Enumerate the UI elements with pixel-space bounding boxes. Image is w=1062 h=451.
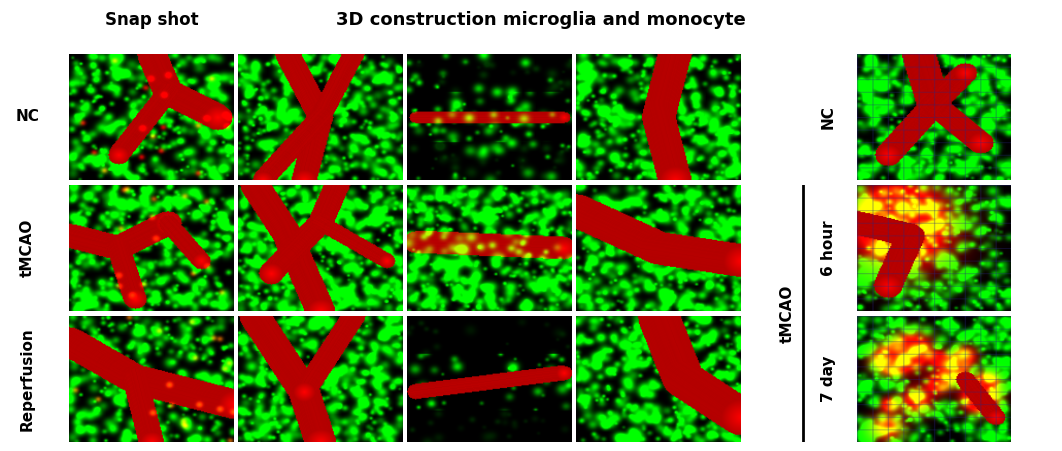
Text: 7 day: 7 day <box>821 356 836 402</box>
Text: NC: NC <box>16 110 39 124</box>
Text: 3D construction microglia and monocyte: 3D construction microglia and monocyte <box>336 11 746 29</box>
Text: 6 hour: 6 hour <box>821 220 836 276</box>
Text: Snap shot: Snap shot <box>104 11 199 29</box>
Text: NC: NC <box>821 105 836 129</box>
Text: tMCAO: tMCAO <box>780 285 794 343</box>
Text: tMCAO: tMCAO <box>20 219 35 277</box>
Text: Reperfusion: Reperfusion <box>20 327 35 431</box>
